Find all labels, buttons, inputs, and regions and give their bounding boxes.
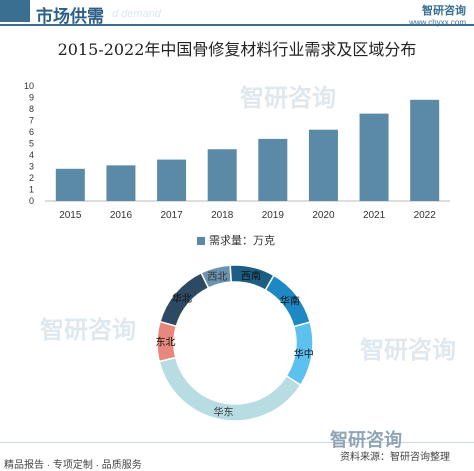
bar xyxy=(308,129,338,201)
watermark: 智研咨询 xyxy=(40,317,136,344)
x-tick-label: 2015 xyxy=(59,210,82,220)
y-tick-label: 6 xyxy=(29,127,34,137)
y-tick-label: 5 xyxy=(29,139,34,149)
y-tick-label: 4 xyxy=(29,150,34,160)
legend-label: 需求量：万克 xyxy=(209,235,275,247)
slice-label: 华南 xyxy=(280,294,300,307)
y-tick-label: 9 xyxy=(29,93,34,103)
bar xyxy=(207,149,237,201)
section-title: 市场供需 xyxy=(36,7,104,27)
donut-slice xyxy=(159,271,210,328)
brand: 智研咨询 www.chyxx.com xyxy=(386,2,466,27)
slice-label: 西南 xyxy=(241,269,261,282)
y-tick-label: 7 xyxy=(29,116,34,126)
header-underline xyxy=(0,24,474,26)
legend-swatch xyxy=(197,237,205,246)
bar-chart: 01 23 45 67 89 10 2015 2016 2017 2018 2019 2020 2021… xyxy=(24,81,450,220)
x-tick-label: 2018 xyxy=(211,210,234,220)
y-tick-label: 1 xyxy=(29,185,34,195)
header-accent-block xyxy=(0,0,30,22)
legend: 需求量：万克 xyxy=(197,232,275,248)
chart-title: 2015-2022年中国骨修复材料行业需求及区域分布 xyxy=(57,40,417,59)
header-bar: 市场供需 d demand 智研咨询 www.chyxx.com xyxy=(0,0,474,27)
x-tick-label: 2021 xyxy=(363,210,386,220)
header-ghost-text: d demand xyxy=(112,8,161,20)
slice-label: 华中 xyxy=(294,347,314,360)
bar xyxy=(55,168,85,201)
x-tick-label: 2016 xyxy=(110,210,133,220)
footer-divider xyxy=(0,442,474,443)
bar xyxy=(410,99,440,201)
slice-label: 东北 xyxy=(156,336,176,349)
x-tick-label: 2019 xyxy=(262,210,285,220)
y-tick-label: 0 xyxy=(29,196,34,206)
bar xyxy=(258,138,288,201)
watermark: 智研咨询 xyxy=(360,337,456,364)
x-tick-label: 2020 xyxy=(312,210,335,220)
y-tick-label: 2 xyxy=(29,173,34,183)
y-tick-label: 10 xyxy=(24,81,34,91)
slice-label: 华东 xyxy=(214,406,234,419)
x-tick-label: 2022 xyxy=(414,210,437,220)
slice-label: 西北 xyxy=(207,271,227,283)
footer-slogan: 精品报告 · 专项定制 · 品质服务 xyxy=(4,460,142,471)
x-tick-label: 2017 xyxy=(160,210,183,220)
brand-logo: 智研咨询 xyxy=(422,5,466,17)
source-note: 资料来源：智研咨询整理 xyxy=(340,452,450,463)
footer-logo: 智研咨询 xyxy=(330,430,402,450)
bar xyxy=(157,159,187,201)
brand-url: www.chyxx.com xyxy=(409,18,466,27)
slice-label: 华北 xyxy=(172,292,192,305)
watermark: 智研咨询 xyxy=(240,85,336,112)
bar xyxy=(106,165,136,201)
y-tick-label: 8 xyxy=(29,104,34,114)
y-tick-label: 3 xyxy=(29,162,34,172)
bar xyxy=(359,113,389,201)
